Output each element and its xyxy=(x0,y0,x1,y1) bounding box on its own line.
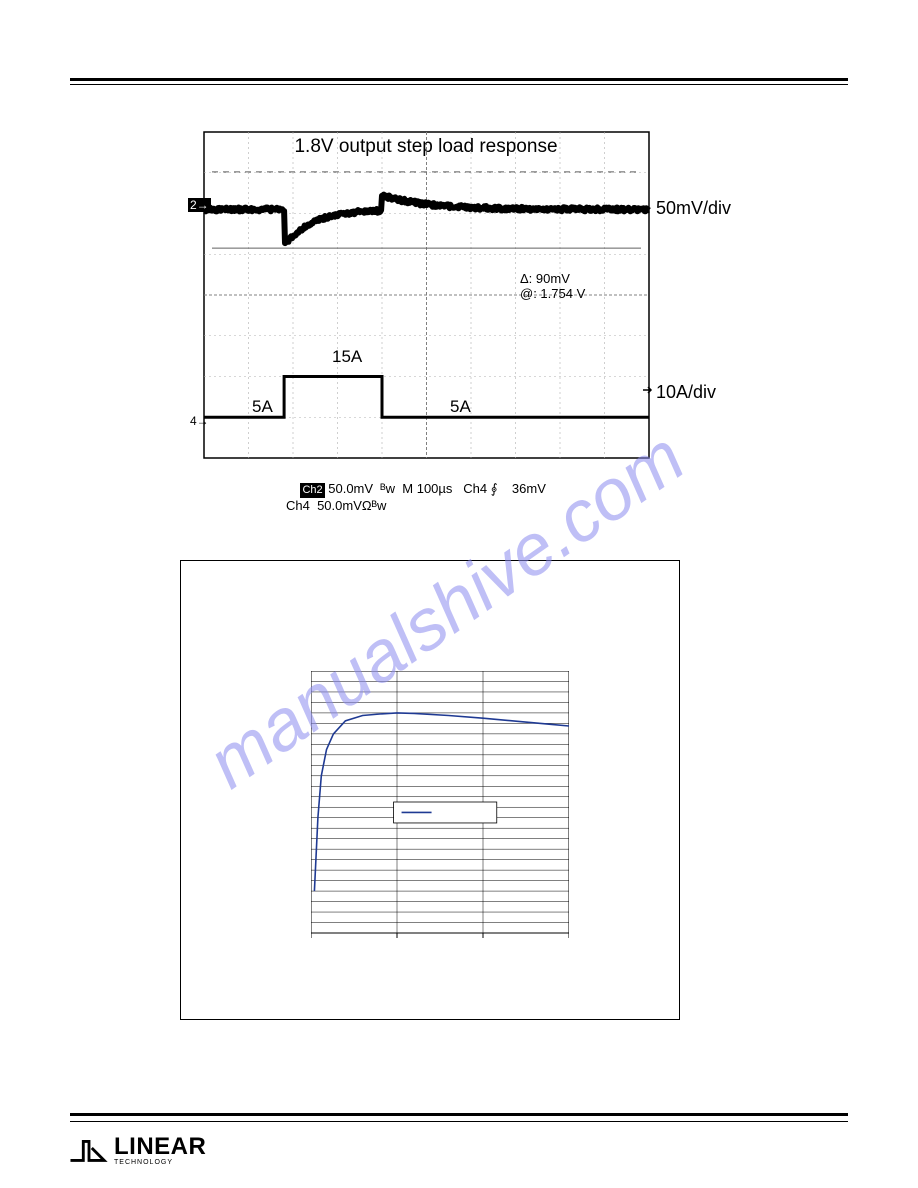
logo-mark-icon xyxy=(70,1135,108,1165)
page-rule-top xyxy=(70,78,848,81)
ch2-box: Ch2 xyxy=(300,483,324,498)
page-rule-bottom xyxy=(70,1113,848,1116)
efficiency-legend-box xyxy=(394,802,497,823)
page-rule-bottom-thin xyxy=(70,1121,848,1122)
logo-text-wrap: LINEAR TECHNOLOGY xyxy=(114,1133,206,1166)
scope-delta-label: Δ: 90mV xyxy=(520,271,570,286)
channel-4-marker: 4→ xyxy=(190,414,209,428)
oscilloscope-figure: 1.8V output step load response Δ: 90mV @… xyxy=(190,128,750,498)
ch4-footer-text: Ch4 50.0mVΩᴮw xyxy=(286,498,386,513)
current-high-label: 15A xyxy=(332,347,363,366)
scope-right-label-bottom: 10A/div xyxy=(656,382,716,403)
scope-footer: Ch2 50.0mV ᴮw M 100µs Ch4 ⨕ 36mV Ch4 50.… xyxy=(286,466,546,528)
page-rule-top-thin xyxy=(70,84,848,85)
footer-logo: LINEAR TECHNOLOGY xyxy=(70,1133,206,1166)
scope-right-label-top: 50mV/div xyxy=(656,198,731,219)
efficiency-figure xyxy=(180,560,680,1020)
scope-title: 1.8V output step load response xyxy=(294,136,557,157)
eff-x-ticks xyxy=(311,933,569,938)
logo-brand-text: LINEAR xyxy=(114,1133,206,1161)
scope-at-label: @: 1.754 V xyxy=(520,286,586,301)
oscilloscope-svg: 1.8V output step load response Δ: 90mV @… xyxy=(190,128,750,498)
current-low-right-label: 5A xyxy=(450,397,471,416)
channel-2-marker: 2→ xyxy=(188,198,211,212)
ch2-footer-text: 50.0mV ᴮw M 100µs Ch4 ⨕ 36mV xyxy=(325,481,546,496)
current-low-left-label: 5A xyxy=(252,397,273,416)
efficiency-svg xyxy=(311,671,569,963)
